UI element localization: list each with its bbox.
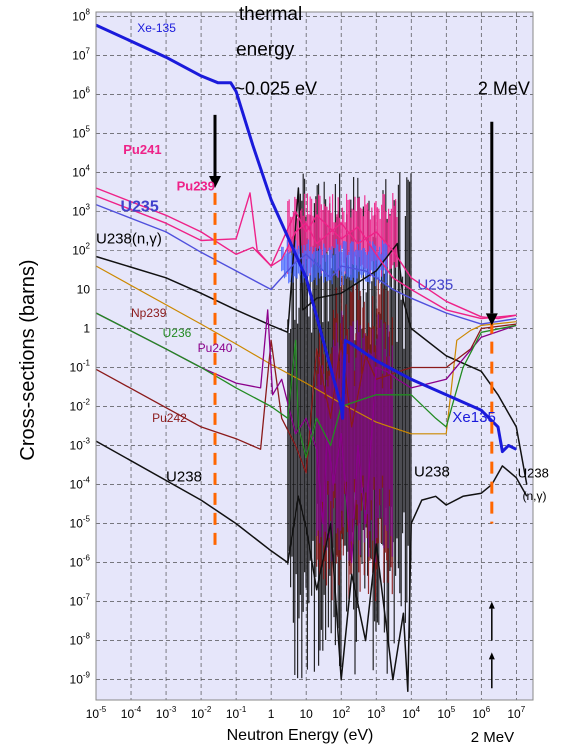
u238-left-label: U238 — [166, 468, 202, 485]
x-tick-label: 103 — [367, 705, 385, 721]
two-mev-top-label: 2 MeV — [478, 78, 530, 98]
y-tick-label: 108 — [72, 7, 90, 23]
y-tick-label: 10-5 — [70, 515, 91, 531]
arrow-head — [488, 652, 495, 660]
energy-markers — [209, 114, 498, 689]
thermal-label: thermal — [239, 4, 302, 25]
x-axis-label: Neutron Energy (eV) — [227, 727, 374, 744]
pu240-label: Pu240 — [198, 341, 233, 355]
pu241-label: Pu241 — [123, 142, 161, 157]
u235-left-label: U235 — [120, 198, 158, 215]
x-tick-labels: 10-5 10-4 10-3 10-2 10-1 1 10 102 103 104 105 106 10… — [86, 705, 526, 721]
y-tick-label: 10-6 — [70, 554, 91, 570]
y-tick-label: 10-4 — [70, 476, 91, 492]
pu239-label: Pu239 — [177, 178, 215, 193]
y-tick-label: 1 — [83, 322, 90, 336]
y-tick-label: 10-7 — [70, 593, 91, 609]
u238-right-label: U238 — [414, 464, 450, 481]
xe135-right-label: Xe135 — [452, 409, 495, 426]
x-tick-label: 106 — [472, 705, 490, 721]
arrow-head — [488, 601, 495, 609]
y-tick-label: 102 — [72, 242, 90, 258]
plot-frame — [95, 11, 534, 701]
y-tick-label: 10-2 — [70, 398, 91, 414]
x-tick-label: 104 — [402, 705, 420, 721]
energy-label: energy — [236, 39, 295, 60]
series-line-np239 — [95, 265, 517, 435]
series-line-u238 — [95, 440, 528, 693]
y-tick-label: 104 — [72, 163, 90, 179]
x-tick-label: 10-2 — [191, 705, 212, 721]
series-lines — [95, 23, 528, 693]
series-line-pu242 — [95, 323, 517, 474]
2mev-arrow — [485, 121, 498, 326]
thermal-value-label: ~0.025 eV — [234, 78, 317, 98]
u238ng-left-label: U238(n,γ) — [96, 231, 162, 248]
arrow-head — [209, 176, 222, 189]
bottom-arrow-2 — [488, 652, 495, 689]
u236-label: U236 — [163, 326, 192, 340]
arrow-head — [485, 313, 498, 326]
x-tick-label: 10 — [299, 707, 313, 721]
x-tick-label: 102 — [332, 705, 350, 721]
y-axis-label: Cross-sections (barns) — [17, 259, 39, 460]
y-tick-label: 10 — [77, 283, 91, 297]
y-tick-label: 10-9 — [70, 671, 91, 687]
x-tick-label: 105 — [437, 705, 455, 721]
bottom-arrow-1 — [488, 601, 495, 641]
y-tick-label: 10-1 — [70, 359, 91, 375]
y-tick-label: 10-8 — [70, 632, 91, 648]
x-tick-label: 10-4 — [121, 705, 142, 721]
series-line-u236 — [95, 312, 517, 458]
y-tick-label: 105 — [72, 124, 90, 140]
x-tick-label: 107 — [507, 705, 525, 721]
series-line-u235 — [95, 203, 517, 325]
two-mev-bottom-label: 2 MeV — [471, 729, 514, 746]
x-tick-label: 10-1 — [226, 705, 247, 721]
x-tick-label: 10-3 — [156, 705, 177, 721]
y-tick-label: 10-3 — [70, 437, 91, 453]
series-line-pu239 — [95, 192, 517, 320]
u238ng-right-label-2: (n,γ) — [522, 489, 546, 503]
u238ng-right-label-1: U238 — [518, 466, 549, 481]
pu242-label: Pu242 — [152, 411, 187, 425]
y-tick-label: 107 — [72, 46, 90, 62]
y-tick-label: 103 — [72, 202, 90, 218]
annotations: Xe-135 thermal energy ~0.025 eV 2 MeV Pu241 Pu… — [96, 4, 549, 746]
y-tick-label: 106 — [72, 85, 90, 101]
x-tick-label: 10-5 — [86, 705, 107, 721]
y-tick-labels: 10810710610510410310210110-110-210-310-4… — [70, 7, 91, 686]
x-tick-label: 1 — [268, 707, 275, 721]
series-line-pu241 — [95, 187, 517, 320]
thermal-arrow — [209, 114, 222, 189]
series-line-xe-135 — [95, 23, 517, 454]
u235-right-label: U235 — [417, 277, 453, 294]
series-line-pu240 — [95, 309, 517, 564]
np239-label: Np239 — [131, 306, 167, 320]
series-line-u238-n- — [95, 187, 528, 485]
xe135-label: Xe-135 — [137, 21, 176, 35]
